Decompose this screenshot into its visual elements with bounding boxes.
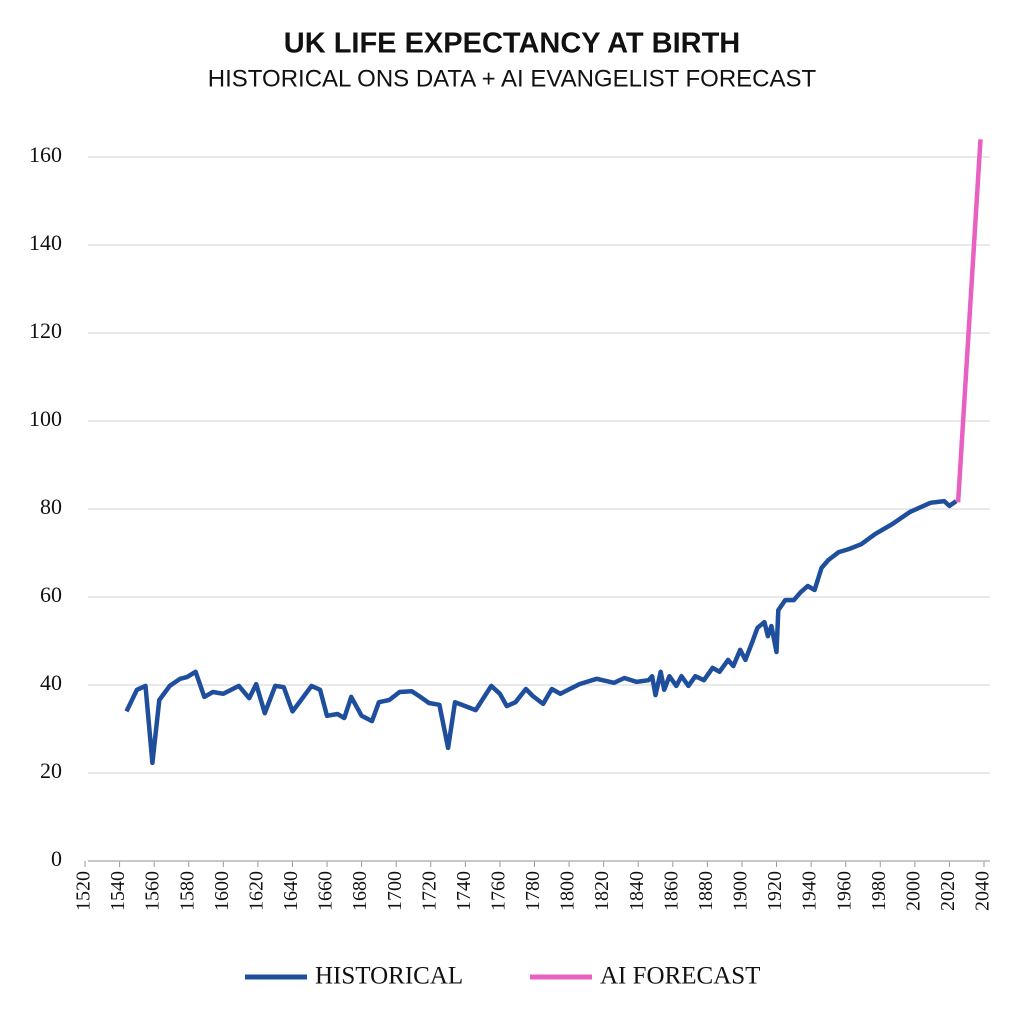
y-tick-label: 120	[29, 318, 62, 343]
x-tick-label: 1560	[142, 871, 164, 911]
y-tick-label: 160	[29, 142, 62, 167]
series-line	[955, 139, 983, 503]
x-tick-label: 1880	[695, 871, 717, 911]
y-tick-label: 0	[51, 846, 62, 871]
x-tick-label: 1540	[107, 871, 129, 911]
y-tick-label: 60	[40, 582, 62, 607]
series-line	[124, 498, 958, 766]
x-tick-label: 1860	[660, 871, 682, 911]
x-tick-label: 2000	[902, 871, 924, 911]
x-tick-label: 1700	[384, 871, 406, 911]
x-tick-label: 1920	[764, 871, 786, 911]
x-tick-label: 1980	[868, 871, 890, 911]
y-tick-label: 40	[40, 670, 62, 695]
x-tick-label: 1960	[833, 871, 855, 911]
x-tick-label: 1620	[245, 871, 267, 911]
y-tick-label: 20	[40, 758, 62, 783]
x-tick-label: 1820	[591, 871, 613, 911]
x-tick-label: 1840	[626, 871, 648, 911]
x-tick-label: 2020	[937, 871, 959, 911]
x-tick-label: 1600	[211, 871, 233, 911]
x-tick-label: 1740	[453, 871, 475, 911]
x-tick-label: 1760	[488, 871, 510, 911]
x-tick-label: 1660	[315, 871, 337, 911]
chart-title: UK LIFE EXPECTANCY AT BIRTH	[284, 28, 741, 60]
y-tick-label: 100	[29, 406, 62, 431]
x-tick-label: 1640	[280, 871, 302, 911]
x-tick-label: 1940	[799, 871, 821, 911]
x-tick-label: 1580	[176, 871, 198, 911]
x-tick-label: 1680	[349, 871, 371, 911]
y-tick-label: 80	[40, 494, 62, 519]
legend-label: HISTORICAL	[315, 963, 463, 990]
y-tick-label: 140	[29, 230, 62, 255]
legend-label: AI FORECAST	[600, 963, 760, 990]
x-tick-label: 2040	[972, 871, 994, 911]
chart-subtitle: HISTORICAL ONS DATA + AI EVANGELIST FORE…	[208, 65, 817, 92]
x-tick-label: 1800	[557, 871, 579, 911]
x-tick-label: 1900	[730, 871, 752, 911]
x-tick-label: 1520	[73, 871, 95, 911]
x-tick-label: 1780	[522, 871, 544, 911]
x-tick-label: 1720	[418, 871, 440, 911]
